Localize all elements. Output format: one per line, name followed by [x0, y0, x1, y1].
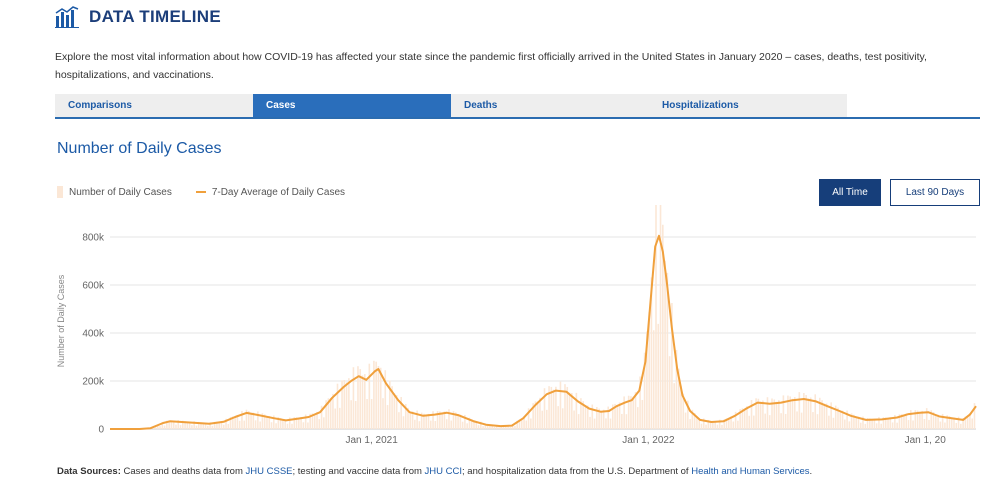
- page-header: DATA TIMELINE: [55, 6, 221, 28]
- hhs-link[interactable]: Health and Human Services: [691, 466, 810, 477]
- tab-comparisons[interactable]: Comparisons: [55, 94, 253, 117]
- sources-text-3: ; and hospitalization data from the U.S.…: [462, 466, 692, 477]
- tab-hospitalizations[interactable]: Hospitalizations: [649, 94, 847, 117]
- last-90-days-button[interactable]: Last 90 Days: [890, 179, 980, 206]
- daily-cases-chart: 0 200k 400k 600k 800k Number of Daily Cases Ja…: [56, 205, 977, 446]
- chart-legend: Number of Daily Cases 7-Day Average of D…: [57, 186, 345, 198]
- x-tick-label: Jan 1, 2021: [345, 435, 398, 446]
- x-tick-label: Jan 1, 2022: [622, 435, 675, 446]
- y-tick-label: 400k: [82, 329, 105, 340]
- sources-text-4: .: [809, 466, 813, 477]
- all-time-button[interactable]: All Time: [819, 179, 881, 206]
- tab-deaths[interactable]: Deaths: [451, 94, 649, 117]
- legend-line-label: 7-Day Average of Daily Cases: [211, 186, 346, 198]
- sources-text-2: ; testing and vaccine data from: [292, 466, 425, 477]
- tab-bar: Comparisons Cases Deaths Hospitalization…: [55, 94, 980, 119]
- sources-label: Data Sources:: [57, 466, 121, 477]
- jhu-cci-link[interactable]: JHU CCI: [424, 466, 463, 477]
- page-title: DATA TIMELINE: [89, 7, 222, 26]
- bar-chart-icon: [55, 6, 79, 28]
- intro-text: Explore the most vital information about…: [55, 51, 927, 81]
- tab-cases[interactable]: Cases: [253, 94, 451, 117]
- sources-text-1: Cases and deaths data from: [120, 466, 246, 477]
- data-sources: Data Sources: Cases and deaths data from…: [57, 466, 812, 477]
- seven-day-average-line: [110, 234, 977, 430]
- y-tick-label: 200k: [82, 377, 105, 388]
- y-tick-label: 800k: [82, 233, 105, 244]
- legend-bars-swatch: [57, 186, 63, 198]
- legend-line-swatch: [195, 191, 206, 193]
- jhu-csse-link[interactable]: JHU CSSE: [245, 466, 293, 477]
- y-tick-label: 0: [98, 425, 104, 436]
- legend-bars-label: Number of Daily Cases: [69, 186, 172, 198]
- y-tick-label: 600k: [82, 281, 105, 292]
- x-tick-label: Jan 1, 20: [905, 435, 947, 446]
- y-axis-title: Number of Daily Cases: [56, 274, 66, 367]
- chart-title: Number of Daily Cases: [57, 140, 222, 157]
